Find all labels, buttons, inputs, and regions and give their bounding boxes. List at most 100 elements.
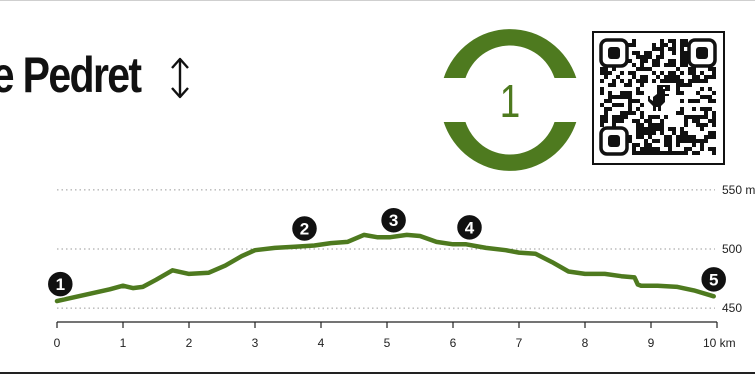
qr-module [640, 75, 644, 79]
qr-module [648, 127, 652, 131]
qr-finder-center [696, 47, 708, 59]
qr-module [616, 75, 620, 79]
qr-module [628, 59, 632, 63]
qr-module [632, 111, 636, 115]
qr-module [672, 131, 676, 135]
qr-module [668, 59, 672, 63]
qr-module [640, 115, 644, 119]
qr-module [680, 135, 684, 139]
qr-module [628, 79, 632, 83]
qr-module [636, 143, 640, 147]
qr-module [632, 39, 636, 43]
qr-module [708, 131, 712, 135]
qr-module [664, 115, 668, 119]
qr-module [708, 119, 712, 123]
qr-module [612, 83, 616, 87]
qr-module [688, 135, 692, 139]
qr-module [700, 127, 704, 131]
qr-module [688, 71, 692, 75]
qr-module [668, 79, 672, 83]
qr-module [620, 71, 624, 75]
qr-module [628, 111, 632, 115]
qr-module [680, 91, 684, 95]
qr-module [648, 115, 652, 119]
qr-module [704, 139, 708, 143]
waypoint-marker-label: 1 [56, 275, 65, 294]
qr-module [672, 75, 676, 79]
qr-module [696, 91, 700, 95]
qr-code-icon [599, 38, 717, 156]
qr-module [648, 123, 652, 127]
qr-module [628, 83, 632, 87]
qr-module [668, 127, 672, 131]
qr-module [712, 131, 716, 135]
waypoint-marker: 2 [290, 214, 319, 243]
up-down-arrow-icon[interactable] [168, 54, 192, 102]
qr-code[interactable] [592, 31, 725, 165]
qr-module [600, 71, 604, 75]
qr-module [604, 71, 608, 75]
qr-module [684, 43, 688, 47]
y-tick-label: 500 [722, 242, 742, 256]
qr-module [700, 87, 704, 91]
qr-module [644, 139, 648, 143]
qr-module [700, 123, 704, 127]
qr-module [648, 151, 652, 155]
qr-module [636, 151, 640, 155]
waypoint-marker: 1 [46, 270, 75, 298]
qr-module [656, 59, 660, 63]
qr-module [696, 151, 700, 155]
qr-module [712, 67, 716, 71]
waypoint-marker-circle [379, 206, 408, 234]
qr-module [664, 43, 668, 47]
qr-module [704, 75, 708, 79]
qr-module [628, 91, 632, 95]
qr-module [604, 119, 608, 123]
qr-module [680, 151, 684, 155]
qr-module [696, 79, 700, 83]
qr-module [684, 83, 688, 87]
qr-module [676, 75, 680, 79]
qr-module [684, 151, 688, 155]
badge-ring-top [443, 29, 577, 78]
qr-module [680, 139, 684, 143]
qr-module [652, 43, 656, 47]
qr-module [680, 55, 684, 59]
x-tick-label: 2 [186, 336, 193, 350]
qr-module [652, 115, 656, 119]
qr-module [684, 119, 688, 123]
qr-module [672, 51, 676, 55]
qr-module [644, 143, 648, 147]
qr-module [660, 55, 664, 59]
qr-module [692, 135, 696, 139]
qr-module [684, 139, 688, 143]
bottom-divider [0, 372, 755, 374]
qr-module [672, 43, 676, 47]
qr-module [708, 107, 712, 111]
qr-module [688, 139, 692, 143]
qr-module [712, 147, 716, 151]
qr-module [640, 67, 644, 71]
qr-module [656, 115, 660, 119]
qr-module [696, 139, 700, 143]
qr-module [684, 147, 688, 151]
qr-module [648, 55, 652, 59]
qr-module [640, 127, 644, 131]
qr-module [640, 63, 644, 67]
qr-module [624, 83, 628, 87]
qr-module [672, 59, 676, 63]
qr-module [692, 99, 696, 103]
qr-module [692, 79, 696, 83]
qr-module [680, 47, 684, 51]
qr-module [680, 59, 684, 63]
qr-module [604, 107, 608, 111]
qr-module [708, 135, 712, 139]
qr-module [652, 139, 656, 143]
qr-module [676, 67, 680, 71]
qr-module [692, 75, 696, 79]
qr-module [632, 119, 636, 123]
qr-module [608, 95, 612, 99]
qr-module [708, 99, 712, 103]
qr-module [636, 135, 640, 139]
qr-module [688, 83, 692, 87]
